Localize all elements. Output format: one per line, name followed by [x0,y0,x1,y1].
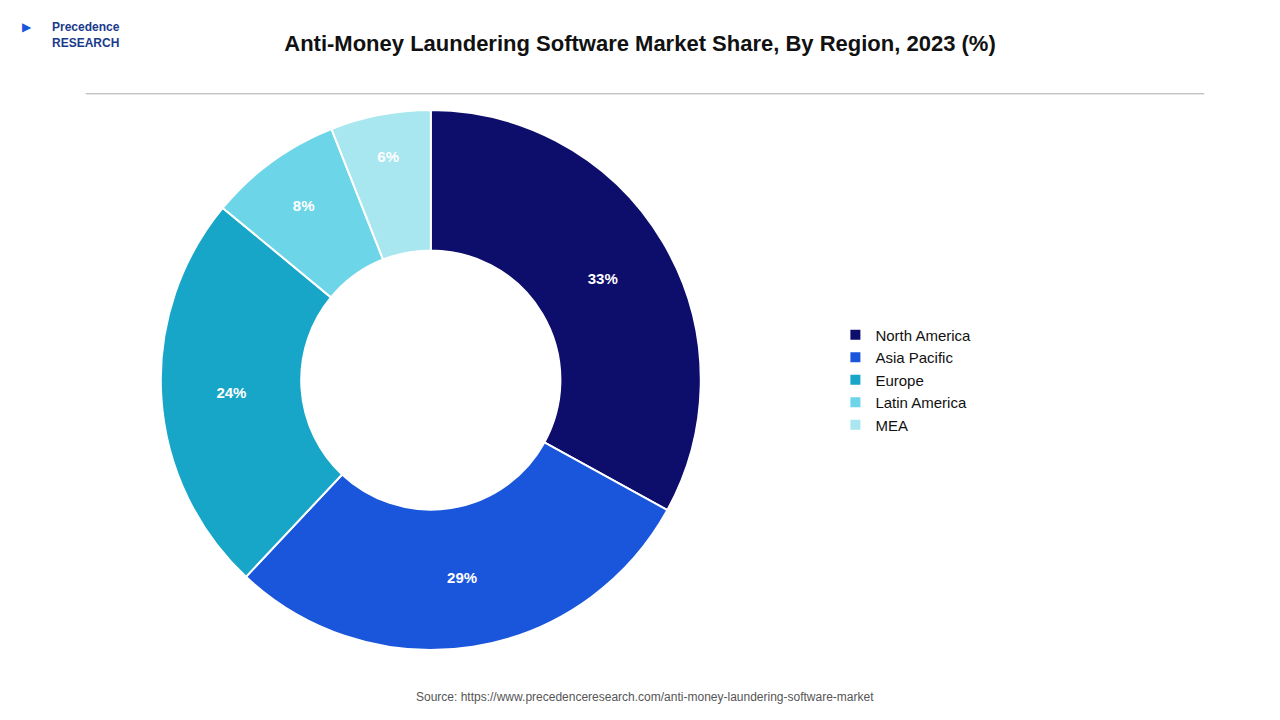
svg-text:29%: 29% [447,569,477,586]
svg-text:▶: ▶ [22,20,32,34]
svg-text:6%: 6% [377,148,399,165]
svg-text:Source: https://www.precedence: Source: https://www.precedenceresearch.c… [416,690,874,704]
svg-text:Anti-Money Laundering Software: Anti-Money Laundering Software Market Sh… [284,31,995,56]
svg-text:PrecedenceRESEARCH: PrecedenceRESEARCH [52,20,120,50]
svg-text:8%: 8% [293,197,315,214]
svg-text:Europe: Europe [875,372,923,389]
svg-text:Latin America: Latin America [875,394,967,411]
svg-text:MEA: MEA [875,417,908,434]
svg-text:Asia Pacific: Asia Pacific [875,349,953,366]
svg-text:24%: 24% [216,384,246,401]
svg-text:33%: 33% [588,270,618,287]
svg-text:North America: North America [875,327,971,344]
